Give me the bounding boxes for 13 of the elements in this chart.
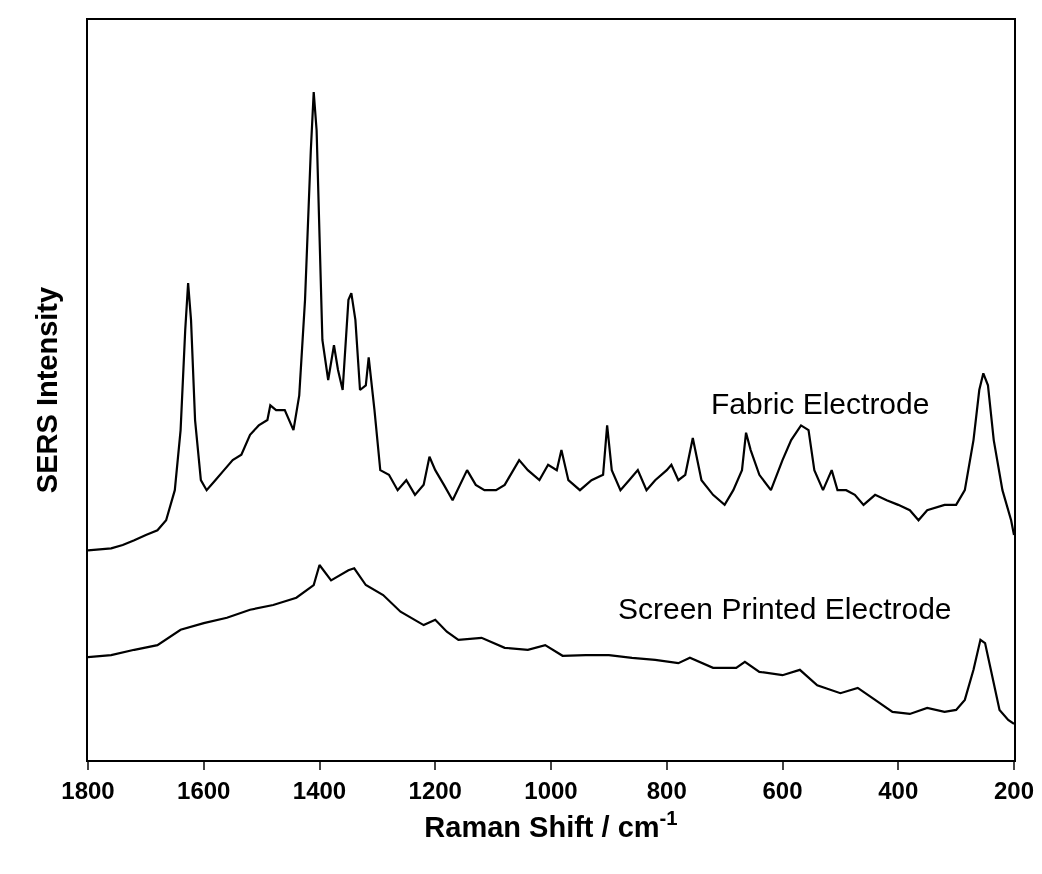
x-tick-label: 1400 [292,776,347,804]
x-tick-label: 400 [878,776,919,804]
x-tick-label: 1600 [177,776,231,804]
series-label: Screen Printed Electrode [618,592,952,625]
x-tick-label: 1800 [61,776,115,804]
x-tick-label: 200 [993,776,1035,804]
x-tick-label: 1000 [524,776,578,804]
series-label: Fabric Electrode [711,387,930,420]
y-axis-title: SERS Intensity [30,286,63,494]
x-axis-title: Raman Shift / cm$^{-1}$ [424,806,678,844]
x-tick-label: 800 [646,776,687,804]
x-tick-label: 1200 [408,776,462,804]
x-tick-label: 600 [762,776,803,804]
